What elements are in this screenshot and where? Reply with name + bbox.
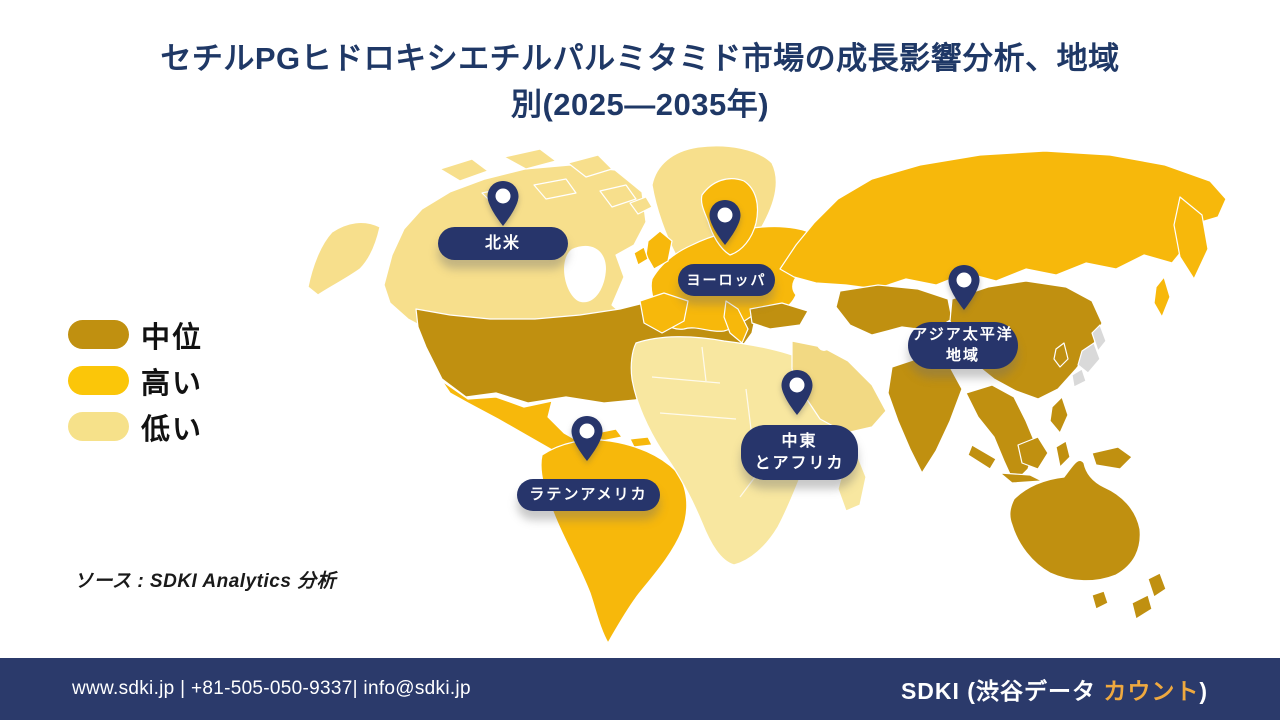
- pin-europe: [708, 199, 742, 247]
- legend-item-high: 高い: [68, 366, 203, 400]
- world-map-svg: [307, 145, 1227, 644]
- label-asia-pacific-line2: 地域: [945, 346, 980, 364]
- label-middle-east-line1: 中東: [781, 432, 818, 450]
- region-oceania-mid: [1009, 459, 1167, 620]
- label-north-america: 北米: [438, 227, 568, 260]
- label-asia-pacific-line1: アジア太平洋: [912, 326, 1014, 344]
- hudson-bay: [564, 245, 606, 303]
- map-pin-icon: [487, 181, 519, 226]
- region-russia-high: [779, 150, 1227, 318]
- brand-suffix: ): [1199, 678, 1208, 704]
- page-title-line2: 別(2025—2035年): [510, 87, 770, 122]
- legend-label-high: 高い: [141, 367, 204, 400]
- page-title-line1: セチルPGヒドロキシエチルパルミタミド市場の成長影響分析、地域: [160, 41, 1120, 76]
- pin-north-america: [486, 180, 520, 228]
- map-pin-icon: [781, 370, 813, 415]
- map-pin-icon: [948, 265, 980, 310]
- region-south-america-high: [540, 439, 688, 644]
- label-europe: ヨーロッパ: [678, 264, 775, 296]
- pin-middle-east-africa: [780, 369, 814, 417]
- label-latin-america-text: ラテンアメリカ: [529, 485, 648, 503]
- legend-label-medium: 中位: [141, 321, 204, 354]
- legend-item-low: 低い: [68, 412, 203, 446]
- label-asia-pacific: アジア太平洋 地域: [908, 322, 1018, 369]
- legend-swatch-medium: [68, 320, 129, 349]
- region-asia-mid: [749, 280, 1133, 484]
- pin-asia-pacific: [947, 264, 981, 312]
- footer-bar: www.sdki.jp | +81-505-050-9337| info@sdk…: [0, 658, 1280, 720]
- brand-logo: SDKI (渋谷データ カウント): [901, 672, 1208, 706]
- caspian-sea: [814, 315, 834, 351]
- map-pin-icon: [709, 200, 741, 245]
- region-japan-neutral: [1071, 324, 1107, 388]
- legend-item-medium: 中位: [68, 320, 203, 354]
- page-title: セチルPGヒドロキシエチルパルミタミド市場の成長影響分析、地域 別(2025—2…: [40, 36, 1240, 128]
- label-latin-america: ラテンアメリカ: [517, 479, 660, 511]
- footer-contact: www.sdki.jp | +81-505-050-9337| info@sdk…: [72, 678, 471, 699]
- label-middle-east-line2: とアフリカ: [754, 454, 845, 472]
- pin-latin-america: [570, 415, 604, 463]
- legend-swatch-high: [68, 366, 129, 395]
- map-pin-icon: [571, 416, 603, 461]
- label-north-america-text: 北米: [484, 234, 521, 252]
- source-note: ソース : SDKI Analytics 分析: [74, 571, 337, 592]
- legend-label-low: 低い: [141, 413, 204, 446]
- map-legend: 中位 高い 低い: [68, 320, 203, 458]
- label-europe-text: ヨーロッパ: [686, 271, 767, 288]
- brand-prefix: SDKI (渋谷データ: [900, 678, 1104, 704]
- brand-highlight: カウント: [1103, 678, 1200, 704]
- world-map: [300, 137, 1240, 647]
- label-middle-east-africa: 中東 とアフリカ: [741, 425, 858, 480]
- legend-swatch-low: [68, 412, 129, 441]
